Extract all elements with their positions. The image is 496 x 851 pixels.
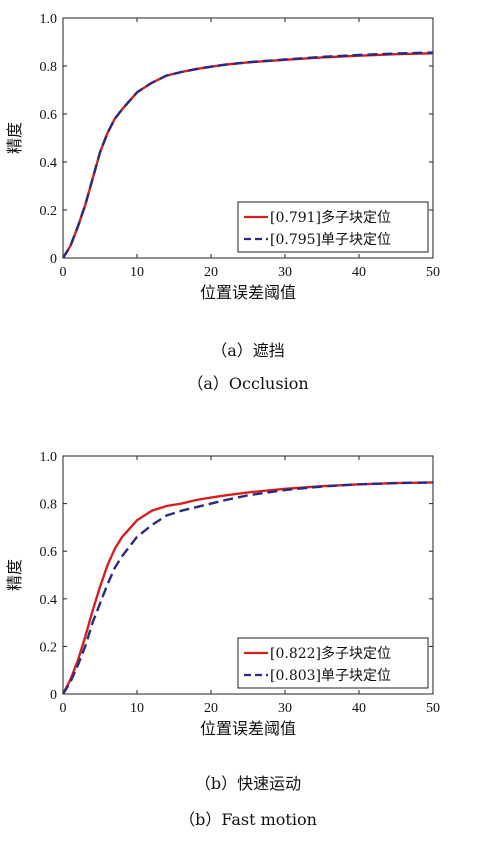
chartb-plot-frame [62,455,434,695]
charta-x-tick-label: 10 [130,265,144,280]
charta-y-tick-label: 0.4 [40,156,58,171]
caption-a-cn: （a）遮挡 [211,341,285,360]
charta-plot-frame [62,17,434,259]
caption-a-en: （a）Occlusion [187,374,309,393]
chartb-y-tick-label: 0.8 [40,498,58,513]
chartb-y-tick-label: 1.0 [40,450,58,465]
charta-y-tick-label: 0.6 [40,108,58,123]
charta-x-tick-label: 50 [426,265,440,280]
charta-x-tick-label: 0 [60,265,67,280]
chartb-x-tick-label: 10 [130,701,144,716]
charta-x-tick-label: 40 [352,265,366,280]
chartb-x-tick-label: 30 [278,701,292,716]
chartb-legend-label-2: [0.803]单子块定位 [270,668,391,684]
chartb-legend-label-1: [0.822]多子块定位 [270,645,391,662]
charta-x-tick-label: 20 [204,265,218,280]
caption-b-en: （b）Fast motion [179,810,317,829]
charta-x-axis-label: 位置误差阈值 [200,283,296,302]
chartb-x-tick-label: 40 [352,701,366,716]
chartb-x-tick-label: 20 [204,701,218,716]
chartb-y-tick-label: 0.6 [40,545,58,560]
charta-y-tick-label: 0.8 [40,60,58,75]
charta-y-tick-label: 0 [50,252,57,267]
chartb-y-axis-label: 精度 [5,559,24,591]
charta-x-tick-label: 30 [278,265,292,280]
chartb-y-tick-label: 0 [50,688,57,703]
chartb-legend-box [237,637,429,689]
chartb-y-tick-label: 0.4 [40,593,58,608]
chartb-x-axis-label: 位置误差阈值 [200,719,296,738]
charta-y-axis-label: 精度 [5,122,24,154]
charta-legend-box [237,201,429,253]
charta-series-line-1 [61,52,434,259]
charta-y-tick-label: 1.0 [40,12,58,27]
chartb-series-line-2 [61,481,434,695]
chartb-y-tick-label: 0.2 [40,640,58,655]
caption-b-cn: （b）快速运动 [194,774,302,793]
chartb-x-tick-label: 50 [426,701,440,716]
chartb-x-tick-label: 0 [60,701,67,716]
charta-legend-label-2: [0.795]单子块定位 [270,232,391,248]
charta-legend-label-1: [0.791]多子块定位 [270,209,391,226]
charta-y-tick-label: 0.2 [40,204,58,219]
